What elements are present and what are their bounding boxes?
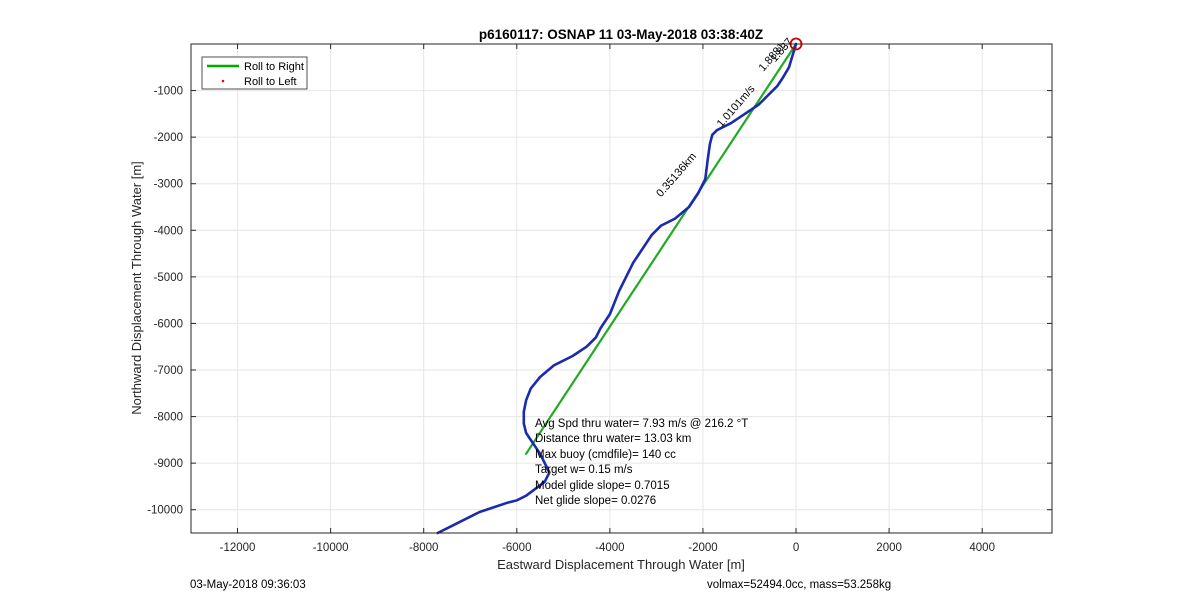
x-tick-label: 4000 — [969, 542, 995, 554]
y-axis-label: Northward Displacement Through Water [m] — [129, 161, 144, 415]
y-tick-label: -7000 — [154, 365, 183, 377]
legend-label-roll-right: Roll to Right — [244, 61, 304, 73]
footer-info: volmax=52494.0cc, mass=53.258kg — [707, 579, 891, 591]
y-tick-label: -6000 — [154, 318, 183, 330]
grid-layer — [191, 44, 1052, 533]
legend-label-roll-left: Roll to Left — [244, 76, 297, 88]
x-tick-label: -6000 — [502, 542, 531, 554]
x-tick-label: -12000 — [220, 542, 256, 554]
x-axis-label: Eastward Displacement Through Water [m] — [497, 557, 745, 572]
y-tick-label: -2000 — [154, 132, 183, 144]
y-tick-label: -10000 — [147, 505, 183, 517]
y-tick-label: -1000 — [154, 86, 183, 98]
chart-title: p6160117: OSNAP 11 03-May-2018 03:38:40Z — [479, 27, 763, 42]
x-tick-label: 2000 — [876, 542, 902, 554]
legend-swatch-roll-left — [221, 79, 225, 83]
y-tick-label: -4000 — [154, 225, 183, 237]
y-tick-label: -3000 — [154, 179, 183, 191]
series-line-1 — [436, 42, 798, 535]
legend-box — [201, 56, 308, 90]
y-tick-layer: -1000 -2000 -3000 -4000 -5000 -6000 -7000 -8000… — [147, 86, 1052, 517]
legend: Roll to Right Roll to Left — [201, 56, 308, 90]
x-tick-label: -4000 — [595, 542, 624, 554]
y-tick-label: -8000 — [154, 412, 183, 424]
stat-target-w: Target w= 0.15 m/s — [535, 464, 633, 476]
x-tick-label: -10000 — [313, 542, 349, 554]
stat-model-glide: Model glide slope= 0.7015 — [535, 480, 670, 492]
stat-distance: Distance thru water= 13.03 km — [535, 433, 691, 445]
x-tick-label: -8000 — [409, 542, 438, 554]
x-tick-label: 0 — [793, 542, 799, 554]
stat-net-glide: Net glide slope= 0.0276 — [535, 495, 656, 507]
stat-max-buoy: Max buoy (cmdfile)= 140 cc — [535, 449, 676, 461]
series-line-0 — [524, 42, 798, 455]
stat-avg-speed: Avg Spd thru water= 7.93 m/s @ 216.2 °T — [535, 418, 748, 430]
x-tick-layer: -12000 -10000 -8000 -6000 -4000 -2000 0 2000 400… — [220, 44, 995, 554]
footer-timestamp: 03-May-2018 09:36:03 — [190, 579, 306, 591]
stats-block: Avg Spd thru water= 7.93 m/s @ 216.2 °T … — [535, 418, 748, 507]
y-tick-label: -5000 — [154, 272, 183, 284]
x-tick-label: -2000 — [688, 542, 717, 554]
y-tick-label: -9000 — [154, 458, 183, 470]
plot-area-border — [190, 43, 1053, 534]
